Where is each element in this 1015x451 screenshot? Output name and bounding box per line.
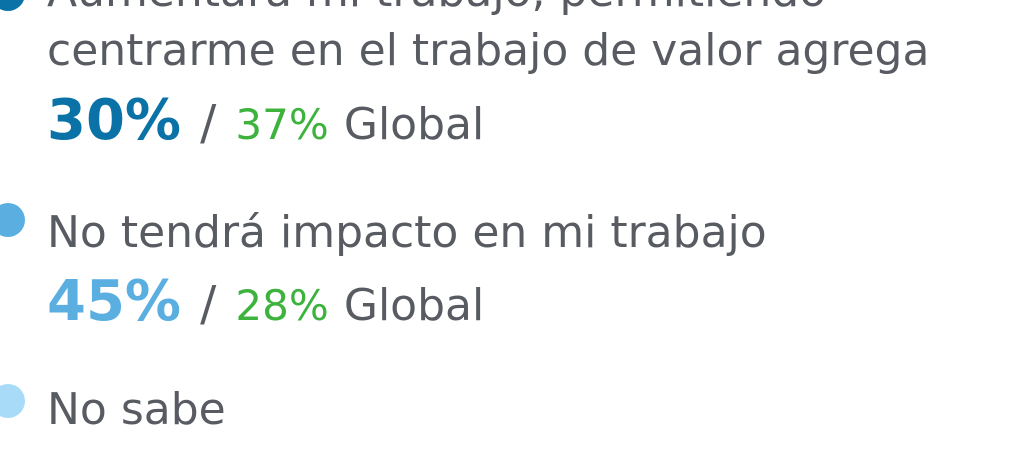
bullet <box>0 0 24 11</box>
bullet <box>0 384 25 418</box>
item-stats: 45% / 28% Global <box>47 269 484 334</box>
item-label: No sabe <box>47 384 226 435</box>
percent: 45% <box>47 269 181 334</box>
separator: / <box>200 95 217 151</box>
global-percent: 37% <box>235 100 328 149</box>
percent: 30% <box>47 88 181 153</box>
global-percent: 28% <box>235 281 328 330</box>
bullet <box>0 203 25 237</box>
item-stats: 30% / 37% Global <box>47 88 484 153</box>
item-label: centrarme en el trabajo de valor agrega <box>47 25 929 76</box>
item-label: No tendrá impacto en mi trabajo <box>47 207 767 258</box>
separator: / <box>200 276 217 332</box>
item-label: Aumentará mi trabajo, permitiendo <box>47 0 826 17</box>
global-label: Global <box>344 99 484 150</box>
global-label: Global <box>344 280 484 331</box>
